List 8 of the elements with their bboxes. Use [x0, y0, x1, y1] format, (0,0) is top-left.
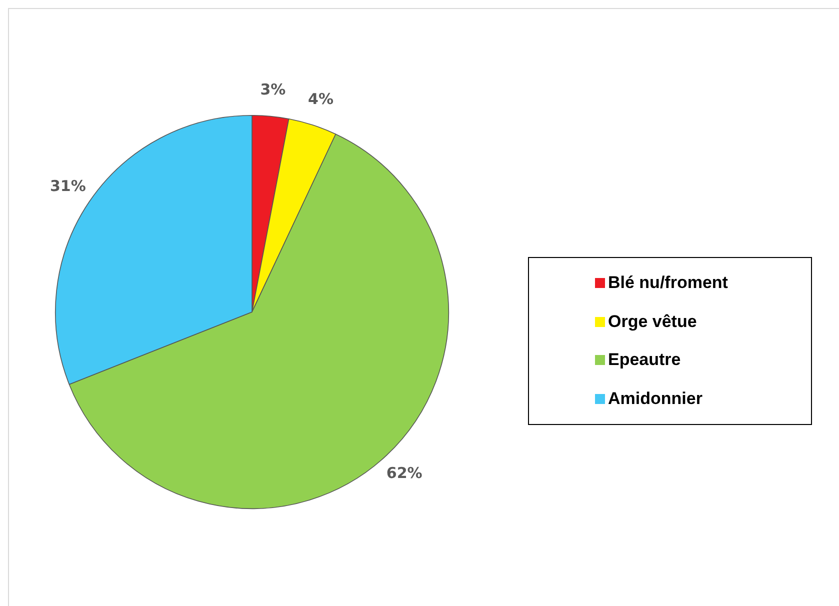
data-label: 62% — [386, 464, 422, 482]
data-label: 31% — [50, 176, 86, 195]
legend-label: Amidonnier — [608, 388, 702, 409]
data-label: 3% — [260, 80, 286, 98]
legend-label: Epeautre — [608, 350, 681, 370]
legend-label: Blé nu/froment — [608, 273, 728, 294]
data-label: 4% — [308, 90, 334, 108]
legend-label: Orge vêtue — [608, 312, 697, 332]
